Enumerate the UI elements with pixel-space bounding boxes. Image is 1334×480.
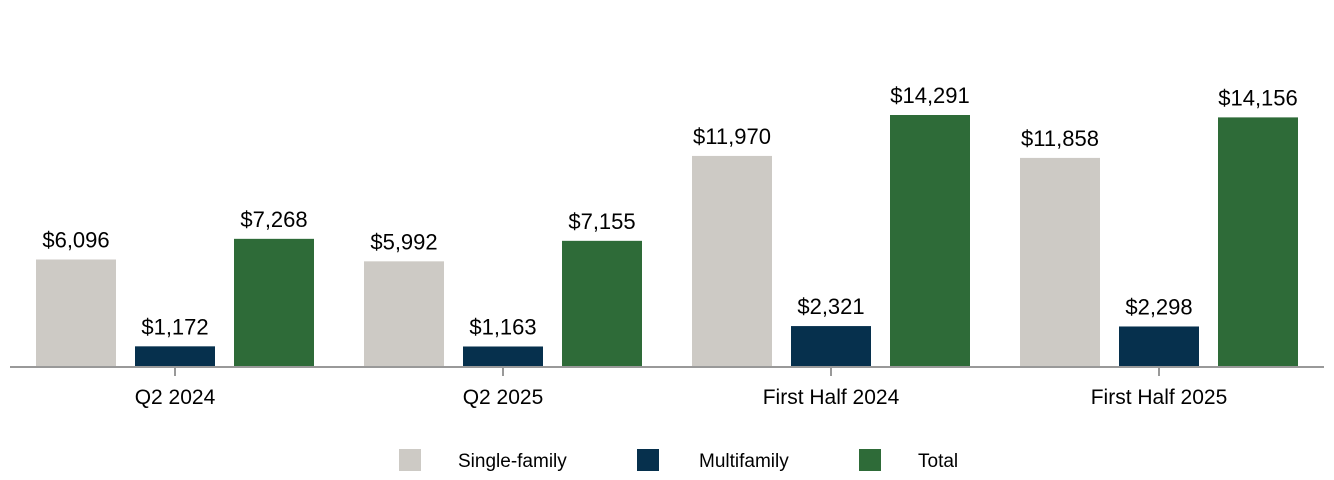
data-label-single-family-q2-2024: $6,096	[42, 228, 109, 253]
data-label-total-first-half-2024: $14,291	[890, 83, 970, 108]
legend-label-single-family: Single-family	[458, 451, 567, 472]
x-tick-label-q2-2025: Q2 2025	[463, 386, 544, 409]
legend-label-multifamily: Multifamily	[699, 451, 789, 472]
legend-swatch-single-family	[399, 449, 421, 471]
bar-single-family-q2-2025	[364, 261, 444, 367]
data-label-single-family-first-half-2025: $11,858	[1021, 126, 1099, 151]
x-axis-ticks: Q2 2024 Q2 2025 First Half 2024 First Half …	[135, 367, 1228, 409]
bar-multifamily-first-half-2024	[791, 326, 871, 367]
data-label-multifamily-first-half-2025: $2,298	[1125, 294, 1192, 319]
legend-swatch-multifamily	[637, 449, 659, 471]
bar-multifamily-first-half-2025	[1119, 326, 1199, 367]
legend: Single-family Multifamily Total	[399, 449, 958, 472]
bar-single-family-q2-2024	[36, 259, 116, 367]
x-tick-label-q2-2024: Q2 2024	[135, 386, 216, 409]
bar-single-family-first-half-2025	[1020, 157, 1100, 367]
data-label-multifamily-q2-2025: $1,163	[469, 314, 536, 339]
data-label-single-family-q2-2025: $5,992	[370, 229, 437, 254]
x-tick-label-first-half-2024: First Half 2024	[763, 386, 900, 409]
data-label-multifamily-first-half-2024: $2,321	[797, 294, 864, 319]
bar-total-first-half-2025	[1218, 117, 1298, 367]
bar-total-q2-2025	[562, 240, 642, 367]
data-label-total-first-half-2025: $14,156	[1218, 85, 1298, 110]
data-label-total-q2-2025: $7,155	[568, 209, 635, 234]
data-label-total-q2-2024: $7,268	[240, 207, 307, 232]
bars-group	[36, 115, 1298, 367]
data-label-single-family-first-half-2024: $11,970	[693, 124, 771, 149]
data-labels-group: $6,096 $1,172 $7,268 $5,992 $1,163 $7,155 $11,…	[42, 83, 1297, 339]
data-label-multifamily-q2-2024: $1,172	[141, 314, 208, 339]
bar-total-first-half-2024	[890, 115, 970, 367]
legend-label-total: Total	[918, 451, 958, 472]
bar-multifamily-q2-2025	[463, 346, 543, 367]
legend-swatch-total	[859, 449, 881, 471]
bar-multifamily-q2-2024	[135, 346, 215, 367]
bar-single-family-first-half-2024	[692, 155, 772, 367]
bar-total-q2-2024	[234, 238, 314, 367]
x-tick-label-first-half-2025: First Half 2025	[1091, 386, 1228, 409]
